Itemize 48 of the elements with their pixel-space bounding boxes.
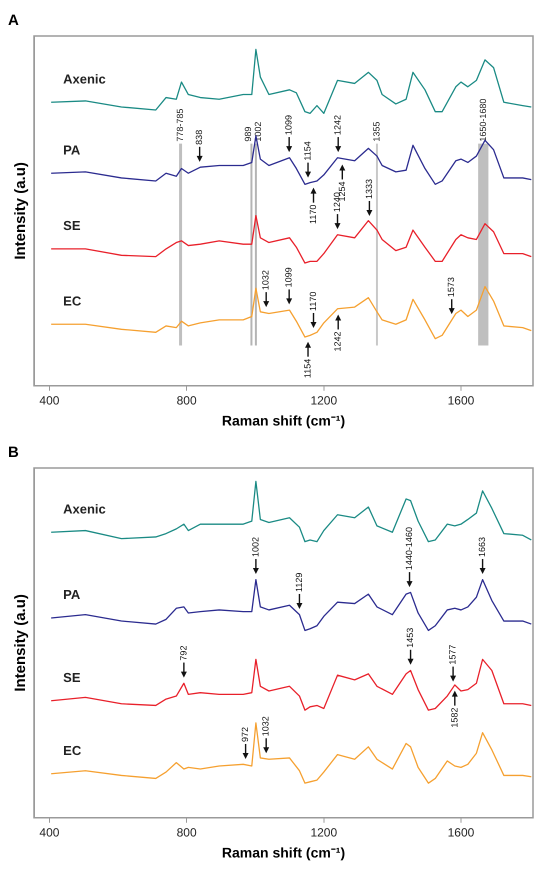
series-label: PA (63, 142, 81, 158)
y-axis-title: Intensity (a.u) (12, 594, 30, 692)
annotation: 1154 (302, 358, 313, 378)
x-tick-label: 400 (39, 825, 60, 840)
annotation: 1002 (250, 536, 260, 557)
annotation: 1577 (448, 644, 458, 665)
annotation: 1440-1460 (404, 527, 414, 570)
series-label: Axenic (63, 501, 106, 516)
annotation: 1170 (308, 292, 318, 311)
x-tick-label: 1200 (310, 825, 338, 840)
annotation: 1099 (284, 267, 294, 288)
series-label: SE (63, 218, 81, 233)
annotation: 1242 (332, 115, 343, 136)
chart-title: B (8, 444, 19, 462)
annotation: 1663 (477, 536, 488, 557)
annotation: 1170 (308, 204, 318, 224)
series-label: EC (63, 293, 82, 308)
annotation: 1242 (332, 331, 343, 352)
band-label: 778-785 (174, 108, 185, 142)
annotation: 1333 (364, 178, 374, 199)
x-tick-label: 1600 (448, 825, 475, 840)
ref-line-label: 1355 (371, 122, 382, 142)
x-tick-label: 800 (176, 393, 197, 408)
x-axis-title: Raman shift (cm⁻¹) (222, 844, 346, 860)
series-label: Axenic (63, 71, 106, 86)
annotation: 1154 (302, 141, 313, 161)
chart-title: A (8, 12, 19, 30)
x-tick-label: 800 (176, 825, 197, 840)
annotation: 1582 (449, 708, 460, 728)
annotation: 1032 (260, 270, 271, 290)
annotation: 838 (194, 130, 204, 145)
x-tick-label: 1600 (448, 393, 475, 408)
series-label: PA (63, 587, 81, 602)
series-label: SE (63, 670, 81, 685)
y-axis-title: Intensity (a.u) (12, 162, 30, 260)
ref-line-label: 989 (243, 126, 254, 142)
annotation: 1453 (405, 628, 416, 648)
x-tick-label: 1200 (310, 393, 338, 408)
annotation: 792 (178, 646, 188, 661)
annotation: 1573 (446, 277, 456, 298)
band-label: 1650-1680 (478, 98, 488, 142)
series-label: EC (63, 742, 82, 758)
annotation: 1129 (294, 572, 304, 592)
x-tick-label: 400 (39, 393, 60, 408)
annotation: 972 (240, 726, 250, 742)
x-axis-title: Raman shift (cm⁻¹) (222, 412, 346, 428)
annotation: 1099 (284, 115, 294, 136)
annotation: 1032 (260, 716, 271, 736)
